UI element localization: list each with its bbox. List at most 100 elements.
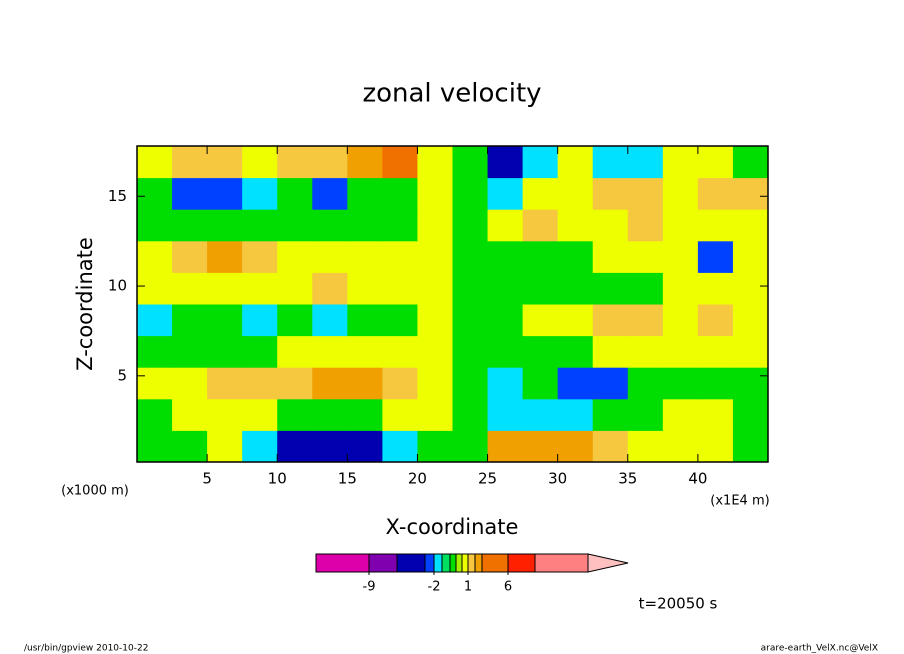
contour-cell (382, 272, 418, 305)
colorbar-box (449, 553, 457, 573)
contour-cell (662, 304, 699, 337)
contour-cell (417, 335, 453, 368)
contour-cell (382, 240, 418, 273)
colorbar-box (534, 553, 589, 573)
contour-cell (452, 240, 489, 273)
contour-cell (557, 398, 594, 431)
contour-cell (487, 430, 524, 463)
contour-cell (137, 240, 173, 273)
colorbar-box (461, 553, 469, 573)
colorbar-box (424, 553, 435, 573)
contour-cell (592, 367, 629, 400)
contour-cell (627, 240, 664, 273)
contour-cell (207, 367, 243, 400)
x-tick-label: 15 (338, 470, 357, 488)
contour-cell (347, 304, 383, 337)
colorbar-box (433, 553, 443, 573)
contour-cell (522, 335, 559, 368)
contour-cell (452, 272, 489, 305)
contour-cell (627, 272, 664, 305)
contour-cell (487, 209, 524, 242)
contour-cell (662, 398, 699, 431)
contour-cell (207, 430, 243, 463)
contour-cell (592, 209, 629, 242)
contour-cell (277, 367, 313, 400)
plot-frame (136, 145, 769, 463)
contour-cell (697, 430, 734, 463)
contour-cell (207, 272, 243, 305)
contour-cell (347, 272, 383, 305)
contour-cell (522, 398, 559, 431)
contour-cell (312, 146, 348, 179)
contour-cell (697, 304, 734, 337)
contour-cell (697, 272, 734, 305)
contour-cell (172, 177, 208, 210)
contour-cell (732, 335, 769, 368)
contour-cell (417, 304, 453, 337)
contour-cell (172, 430, 208, 463)
contour-cell (242, 240, 278, 273)
contour-cell (732, 240, 769, 273)
contour-cell (732, 209, 769, 242)
contour-cell (697, 398, 734, 431)
contour-cell (137, 209, 173, 242)
contour-cell (592, 177, 629, 210)
contour-cell (627, 430, 664, 463)
contour-cell (382, 367, 418, 400)
contour-cell (207, 177, 243, 210)
contour-cell (592, 146, 629, 179)
contour-cell (452, 177, 489, 210)
colorbar-box (467, 553, 476, 573)
contour-cell (312, 272, 348, 305)
contour-cell (347, 398, 383, 431)
contour-cell (627, 398, 664, 431)
contour-cell (662, 272, 699, 305)
colorbar-tick-label: 1 (464, 580, 472, 595)
contour-cell (312, 304, 348, 337)
contour-cell (382, 430, 418, 463)
contour-cell (592, 272, 629, 305)
contour-cell (312, 240, 348, 273)
footer-right: arare-earth_VelX.nc@VelX (761, 644, 878, 654)
contour-cell (627, 304, 664, 337)
contour-cell (277, 272, 313, 305)
contour-cell (242, 146, 278, 179)
y-tick-label: 5 (117, 366, 127, 384)
contour-cell (417, 367, 453, 400)
contour-cell (172, 146, 208, 179)
contour-cell (662, 177, 699, 210)
colorbar-box (396, 553, 426, 573)
contour-cell (522, 146, 559, 179)
contour-cell (732, 146, 769, 179)
contour-cell (172, 209, 208, 242)
contour-cell (242, 209, 278, 242)
contour-cell (732, 304, 769, 337)
contour-cell (662, 367, 699, 400)
contour-cell (417, 272, 453, 305)
contour-cell (417, 240, 453, 273)
contour-cell (592, 430, 629, 463)
contour-cell (487, 398, 524, 431)
contour-cell (522, 240, 559, 273)
contour-cell (662, 240, 699, 273)
colorbar-tick-label: -9 (363, 580, 376, 595)
contour-cell (417, 209, 453, 242)
contour-cell (242, 398, 278, 431)
contour-cell (347, 240, 383, 273)
contour-cell (452, 398, 489, 431)
contour-cell (557, 209, 594, 242)
x-tick-label: 10 (268, 470, 287, 488)
contour-cell (487, 272, 524, 305)
contour-cell (592, 398, 629, 431)
contour-cell (277, 398, 313, 431)
contour-cell (137, 304, 173, 337)
contour-cell (312, 430, 348, 463)
contour-cell (382, 146, 418, 179)
contour-cell (557, 367, 594, 400)
contour-cell (452, 146, 489, 179)
contour-cell (242, 304, 278, 337)
contour-cell (592, 304, 629, 337)
contour-cell (522, 367, 559, 400)
contour-cell (732, 430, 769, 463)
contour-cell (557, 272, 594, 305)
